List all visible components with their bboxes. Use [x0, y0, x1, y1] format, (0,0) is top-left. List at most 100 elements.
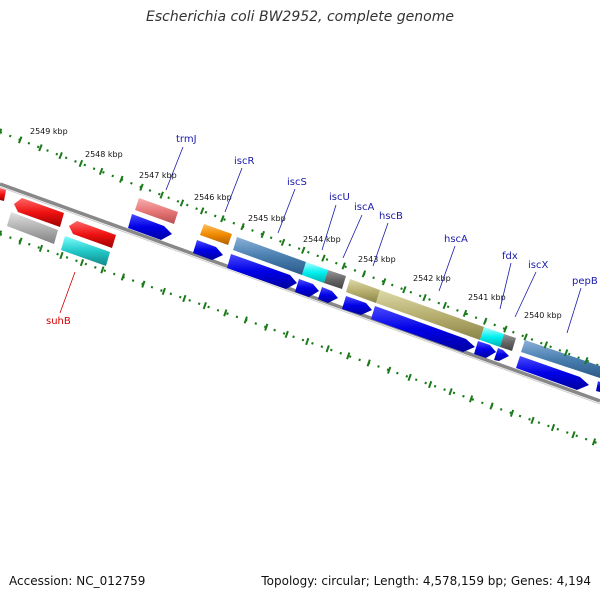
gene-label-iscU: iscU [329, 192, 350, 203]
kbp-label-2549: 2549 kbp [30, 127, 68, 136]
ruler-tick [428, 380, 433, 389]
ruler-tick [503, 325, 508, 333]
gene-label-fdx: fdx [502, 251, 518, 262]
ruler-tick [159, 191, 164, 199]
kbp-label-2542: 2542 kbp [413, 274, 451, 283]
ruler-tick [407, 373, 412, 382]
genome-stats-text: Topology: circular; Length: 4,578,159 bp… [261, 574, 591, 588]
kbp-label-2543: 2543 kbp [358, 255, 396, 264]
ruler-tick [550, 423, 556, 432]
ruler-tick [325, 345, 330, 353]
ruler-tick [361, 270, 367, 278]
cds-arrow-5 [318, 287, 338, 303]
genome-backbone [0, 182, 600, 405]
ruler-tick [530, 416, 535, 425]
ruler-tick [182, 294, 187, 303]
gene-gray-box [7, 212, 58, 244]
ruler-tick [305, 337, 310, 346]
gene-fdx-box [500, 334, 516, 351]
ruler-tick [0, 230, 3, 238]
ruler-tick [571, 431, 576, 439]
gene-labels [59, 146, 582, 334]
gene-red-arrow-2 [14, 198, 64, 227]
ruler-tick [79, 259, 85, 267]
ruler-tick [468, 395, 474, 403]
ruler-tick [0, 128, 3, 135]
ruler-tick [489, 402, 494, 410]
gene-label-trmJ: trmJ [176, 134, 197, 145]
scale-labels: 2549 kbp 2548 kbp 2547 kbp 2546 kbp 2545… [30, 127, 562, 320]
ruler-tick [448, 388, 453, 396]
gene-red-arrow-3 [69, 221, 116, 248]
ruler-tick [139, 183, 144, 191]
ruler-tick [120, 273, 125, 281]
gene-label-suhB: suhB [46, 316, 71, 327]
gene-hscA-box [480, 327, 504, 347]
ruler-tick [523, 333, 528, 341]
cds-arrow-1 [128, 214, 172, 240]
kbp-label-2548: 2548 kbp [85, 150, 123, 159]
ruler-ticks [0, 128, 597, 446]
kbp-label-2540: 2540 kbp [524, 311, 562, 320]
gene-label-text: trmJ iscR iscS iscU iscA hscB hscA fdx i… [46, 134, 598, 327]
cds-arrow-11 [596, 381, 600, 392]
gene-label-pepB: pepB [572, 276, 598, 287]
ruler-tick [98, 167, 104, 176]
ruler-tick [220, 215, 225, 223]
kbp-label-2545: 2545 kbp [248, 214, 286, 223]
ruler-tick [119, 175, 124, 183]
ruler-tick [462, 309, 468, 317]
kbp-label-2547: 2547 kbp [139, 171, 177, 180]
ruler-tick [18, 237, 23, 245]
gene-label-iscA: iscA [354, 202, 374, 213]
ruler-tick [243, 316, 248, 324]
cds-arrow-8 [474, 341, 496, 358]
feature-layer [0, 188, 600, 392]
ruler-tick [161, 287, 166, 295]
ruler-tick [38, 244, 44, 252]
ruler-tick [402, 286, 407, 294]
gene-label-iscX: iscX [528, 260, 548, 271]
ruler-tick [100, 266, 105, 274]
ruler-tick [264, 323, 269, 331]
ruler-tick [78, 159, 84, 168]
cds-arrow-10 [516, 356, 589, 390]
ruler-tick [321, 254, 326, 262]
ruler-tick [58, 152, 63, 160]
accession-text: Accession: NC_012759 [9, 574, 146, 588]
ruler-tick [422, 293, 427, 302]
cds-arrow-2 [193, 240, 223, 260]
cds-arrow-4 [295, 279, 319, 297]
ruler-tick [366, 359, 371, 367]
cds-arrow-6 [342, 296, 372, 315]
ruler-tick [563, 349, 569, 357]
kbp-label-2546: 2546 kbp [194, 193, 232, 202]
gene-trmJ-box [135, 198, 178, 224]
ruler-tick [240, 222, 245, 231]
gene-label-iscS: iscS [287, 177, 307, 188]
ruler-tick [59, 251, 64, 260]
cds-arrow-9 [494, 348, 509, 361]
kbp-label-2544: 2544 kbp [303, 235, 341, 244]
ruler-tick [18, 136, 23, 144]
ruler-tick [179, 199, 185, 207]
ruler-tick [260, 230, 266, 239]
gene-label-iscR: iscR [234, 156, 254, 167]
ruler-tick [591, 438, 597, 446]
ruler-tick [584, 357, 589, 365]
ruler-tick [346, 352, 351, 360]
ruler-tick [301, 246, 306, 254]
ruler-tick [509, 409, 515, 417]
ruler-tick [442, 301, 447, 310]
ruler-tick [38, 144, 43, 152]
map-title: Escherichia coli BW2952, complete genome [146, 9, 454, 25]
gene-iscR-box [233, 237, 306, 275]
gene-label-hscB: hscB [379, 211, 403, 222]
cds-arrow-3 [227, 254, 297, 289]
ruler-tick [483, 317, 488, 325]
gene-pepB-box [521, 340, 600, 378]
ruler-tick [280, 238, 286, 247]
ruler-tick [387, 366, 392, 374]
gene-orange-box [200, 224, 232, 245]
